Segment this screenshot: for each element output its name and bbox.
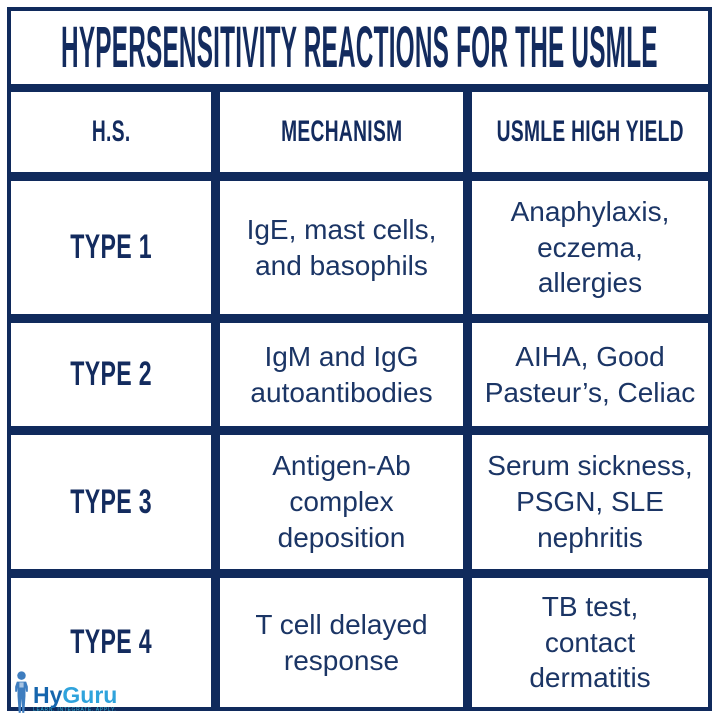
type4-label: TYPE 4 — [70, 623, 152, 661]
header-cell-mechanism: MECHANISM — [220, 92, 463, 172]
row-type2-high-yield-cell: AIHA, Good Pasteur’s, Celiac — [472, 323, 708, 426]
row-type1-label-cell: TYPE 1 — [11, 181, 211, 314]
hyguru-wordmark-hy: Hy — [33, 682, 63, 708]
hyguru-logo-text: HyGuru LEARN. INTEGRATE. APPLY. — [33, 684, 117, 715]
row-type4-label-cell: TYPE 4 — [11, 578, 211, 707]
page-title: HYPERSENSITIVITY REACTIONS FOR THE USMLE — [61, 15, 658, 80]
hyguru-logo: HyGuru LEARN. INTEGRATE. APPLY. — [13, 671, 117, 715]
type1-label: TYPE 1 — [70, 228, 152, 266]
hyguru-tagline: LEARN. INTEGRATE. APPLY. — [33, 707, 117, 713]
row-type3-label-cell: TYPE 3 — [11, 435, 211, 569]
row-type4-high-yield-cell: TB test, contact dermatitis — [472, 578, 708, 707]
type4-high-yield-text: TB test, contact dermatitis — [529, 590, 651, 694]
header-cell-hs: H.S. — [11, 92, 211, 172]
row-type3-mechanism-cell: Antigen-Ab complex deposition — [220, 435, 463, 569]
header-label-mechanism: MECHANISM — [280, 115, 403, 148]
type1-mechanism-text: IgE, mast cells, and basophils — [246, 213, 437, 281]
row-type2-label-cell: TYPE 2 — [11, 323, 211, 426]
row-type4-mechanism-cell: T cell delayed response — [220, 578, 463, 707]
hyguru-wordmark-guru: Guru — [62, 682, 118, 708]
hyguru-person-icon — [15, 671, 28, 713]
row-type1-mechanism-cell: IgE, mast cells, and basophils — [220, 181, 463, 314]
row-type1-high-yield-cell: Anaphylaxis, eczema, allergies — [472, 181, 708, 314]
header-label-hs: H.S. — [91, 115, 131, 148]
type3-high-yield-text: Serum sickness, PSGN, SLE nephritis — [487, 450, 693, 553]
row-type3-high-yield-cell: Serum sickness, PSGN, SLE nephritis — [472, 435, 708, 569]
type2-label: TYPE 2 — [70, 355, 152, 393]
header-cell-usmle-high-yield: USMLE HIGH YIELD — [472, 92, 708, 172]
type1-high-yield-text: Anaphylaxis, eczema, allergies — [510, 195, 670, 299]
hyguru-wordmark: HyGuru — [33, 684, 117, 707]
title-banner: HYPERSENSITIVITY REACTIONS FOR THE USMLE — [7, 7, 712, 88]
type3-mechanism-text: Antigen-Ab complex deposition — [272, 450, 411, 553]
type2-mechanism-text: IgM and IgG autoantibodies — [250, 340, 433, 408]
header-label-usmle-high-yield: USMLE HIGH YIELD — [496, 115, 684, 148]
type4-mechanism-text: T cell delayed response — [255, 608, 428, 676]
hypersensitivity-table: H.S. MECHANISM USMLE HIGH YIELD TYPE 1 I… — [7, 88, 712, 711]
type2-high-yield-text: AIHA, Good Pasteur’s, Celiac — [484, 340, 696, 408]
row-type2-mechanism-cell: IgM and IgG autoantibodies — [220, 323, 463, 426]
type3-label: TYPE 3 — [70, 482, 152, 521]
